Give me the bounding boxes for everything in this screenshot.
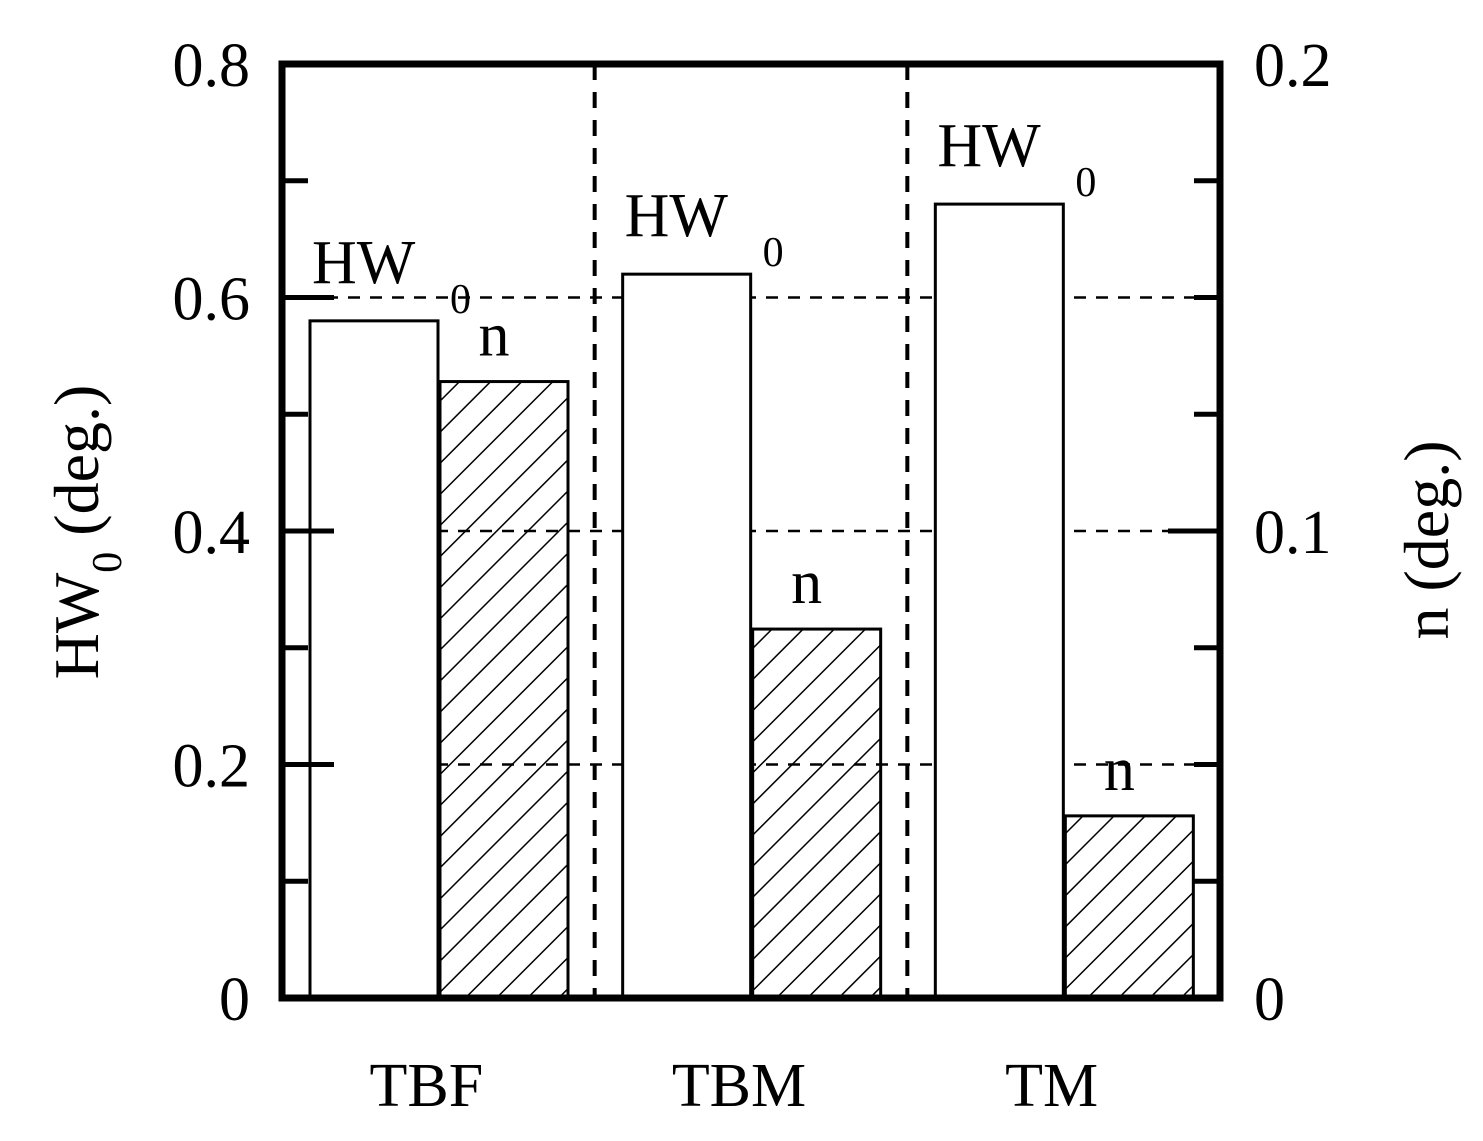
category-label: TBM <box>672 1052 806 1120</box>
labels: HW0nTBFHW0nTBMHW0nTM00.20.40.60.800.10.2… <box>41 32 1462 1120</box>
left-tick-label: 0.8 <box>173 32 251 100</box>
right-tick-label: 0.2 <box>1254 32 1332 100</box>
bar-label-hw0-subscript: 0 <box>763 230 784 276</box>
bar-label-hw0: HW <box>312 229 416 297</box>
bar-label-hw0-subscript: 0 <box>1075 160 1096 206</box>
category-label: TM <box>1005 1052 1098 1120</box>
left-axis-title: HW0 (deg.) <box>41 385 131 680</box>
bar-label-n: n <box>479 302 510 370</box>
bar-label-hw0: HW <box>625 182 729 250</box>
left-tick-label: 0.6 <box>173 266 251 334</box>
bar-hw0-tm <box>933 202 1065 1000</box>
category-label: TBF <box>369 1052 483 1120</box>
left-tick-label: 0.4 <box>173 499 251 567</box>
left-tick-label: 0.2 <box>173 733 251 801</box>
bar-n-tbf <box>438 380 570 1000</box>
axis-ticks <box>282 61 1220 884</box>
right-axis-title: n (deg.) <box>1391 440 1462 639</box>
bars <box>308 202 1195 1000</box>
bar-hw0-tbf <box>308 319 440 1000</box>
category-dividers <box>592 64 910 998</box>
bar-label-hw0-subscript: 0 <box>450 277 471 323</box>
left-tick-label: 0 <box>219 966 250 1034</box>
bar-label-hw0: HW <box>937 112 1041 180</box>
right-tick-label: 0.1 <box>1254 499 1332 567</box>
bar-n-tbm <box>751 627 883 1000</box>
bar-label-n: n <box>791 549 822 617</box>
right-tick-label: 0 <box>1254 966 1285 1034</box>
bar-n-tm <box>1063 814 1195 1000</box>
bar-label-n: n <box>1104 736 1135 804</box>
bar-hw0-tbm <box>621 272 753 1000</box>
